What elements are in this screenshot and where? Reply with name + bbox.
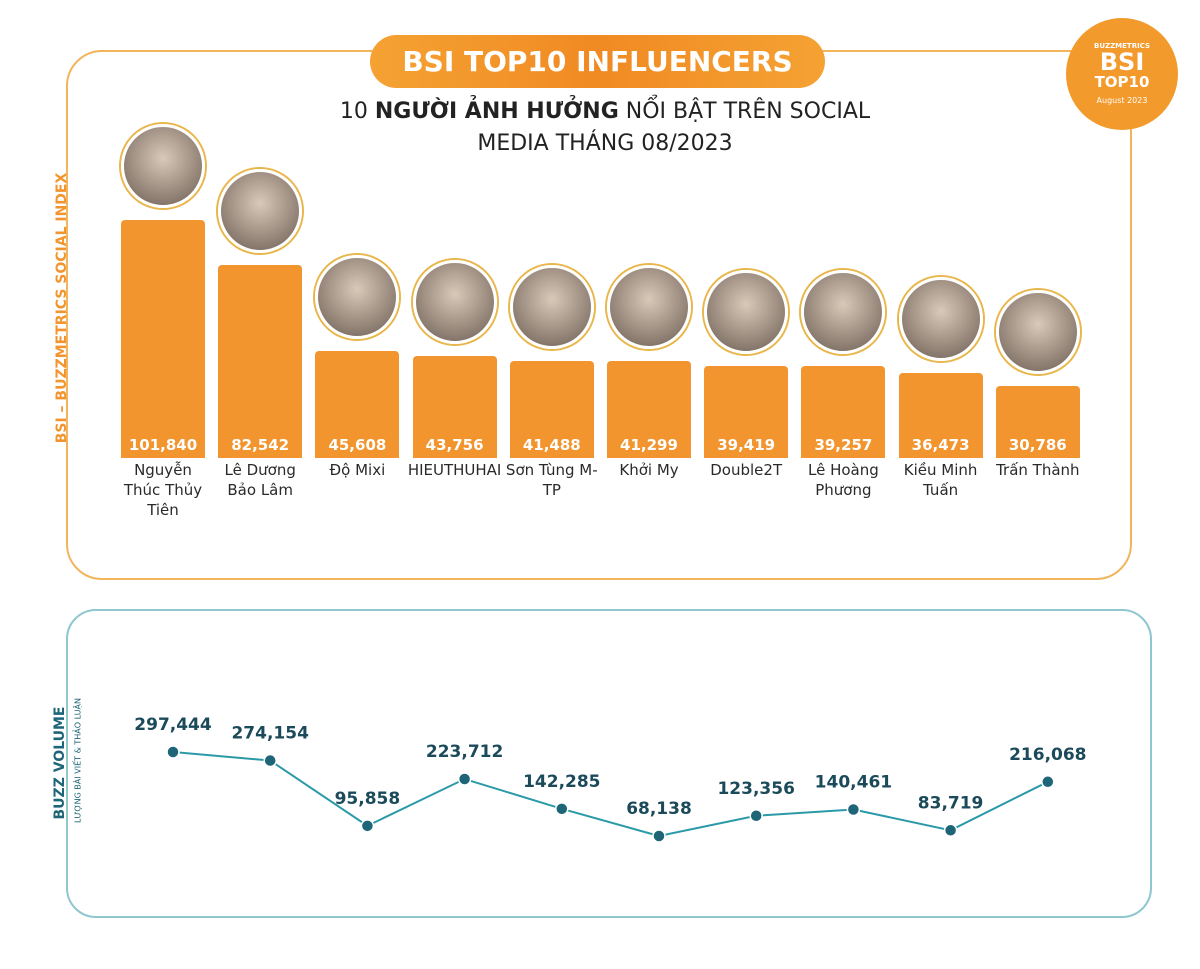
value-label: 39,257	[814, 436, 873, 454]
category-label: Kiều Minh Tuấn	[903, 461, 978, 499]
value-label: 41,488	[522, 436, 581, 454]
marker	[1041, 775, 1055, 789]
bar	[995, 386, 1080, 458]
marker	[360, 819, 375, 833]
marker	[166, 745, 180, 759]
avatar	[995, 290, 1080, 375]
avatar	[607, 265, 691, 350]
category-label: Lê Hoàng Phương	[808, 461, 879, 499]
avatar	[801, 270, 886, 355]
value-label: 274,154	[231, 724, 309, 744]
line	[172, 751, 1049, 838]
avatar	[121, 124, 205, 208]
title-pill: BSI TOP10 INFLUENCERS	[370, 35, 825, 88]
avatar	[509, 265, 594, 350]
bar-chart: 101,840 Nguyễn Thúc Thủy Tiên 82,542 Lê Dươ…	[121, 124, 1080, 519]
value-label: 142,285	[523, 772, 600, 792]
bar	[607, 361, 691, 458]
avatar	[315, 255, 400, 340]
category-label: Khởi My	[619, 461, 679, 479]
value-label: 83,719	[918, 793, 984, 813]
category-label: Nguyễn Thúc Thủy Tiên	[123, 461, 203, 519]
marker	[749, 809, 763, 823]
bar	[121, 220, 205, 458]
subtitle-lead: 10	[339, 99, 368, 124]
bar	[509, 361, 594, 458]
value-label: 30,786	[1008, 436, 1067, 454]
category-label: Độ Mixi	[329, 461, 386, 479]
marker	[555, 802, 569, 816]
category-label: Double2T	[710, 461, 783, 479]
value-label: 95,858	[335, 789, 401, 809]
title: BSI TOP10 INFLUENCERS	[402, 45, 793, 78]
value-label: 123,356	[717, 779, 794, 799]
category-label: Lê Dương Bảo Lâm	[224, 461, 296, 499]
marker	[846, 802, 861, 817]
avatar	[898, 276, 983, 361]
value-label: 68,138	[626, 799, 692, 819]
marker	[457, 772, 472, 786]
bar	[315, 351, 400, 458]
badge-period: August 2023	[1096, 96, 1148, 105]
value-label: 43,756	[425, 436, 484, 454]
bar	[704, 365, 789, 458]
avatar	[704, 269, 789, 354]
value-label: 41,299	[620, 436, 678, 454]
avatar	[218, 169, 303, 254]
value-label: 82,542	[231, 436, 290, 454]
value-label: 39,419	[717, 436, 776, 454]
badge-subtitle: TOP10	[1094, 73, 1150, 91]
value-label: 36,473	[911, 436, 970, 454]
bar	[898, 372, 983, 458]
subtitle-bold: NGƯỜI ẢNH HƯỞNG	[374, 99, 619, 124]
value-label: 223,712	[426, 742, 503, 762]
category-label: Sơn Tùng M-TP	[505, 461, 598, 499]
badge-title: BSI	[1099, 48, 1145, 76]
bar	[218, 265, 303, 458]
category-label: HIEUTHUHAI	[407, 461, 502, 479]
value-label: 216,068	[1009, 745, 1086, 765]
value-label: 101,840	[128, 436, 198, 454]
bar	[801, 366, 886, 458]
marker	[943, 823, 958, 838]
badge-brand: BUZZMETRICS	[1094, 42, 1150, 50]
avatar	[412, 259, 497, 344]
category-label: Trấn Thành	[996, 461, 1080, 479]
value-label: 45,608	[328, 436, 387, 454]
bar	[412, 355, 497, 458]
subtitle-rest: NỔI BẬT TRÊN SOCIAL MEDIA THÁNG 08/2023	[477, 99, 871, 156]
buzz-frame	[66, 609, 1152, 918]
subtitle: 10 NGƯỜI ẢNH HƯỞNG NỔI BẬT TRÊN SOCIAL M…	[310, 96, 900, 160]
badge: BUZZMETRICS BSI TOP10 August 2023	[1066, 18, 1178, 130]
marker	[652, 829, 666, 843]
marker	[263, 753, 277, 768]
value-label: 140,461	[815, 773, 892, 793]
value-label: 297,444	[134, 715, 212, 735]
